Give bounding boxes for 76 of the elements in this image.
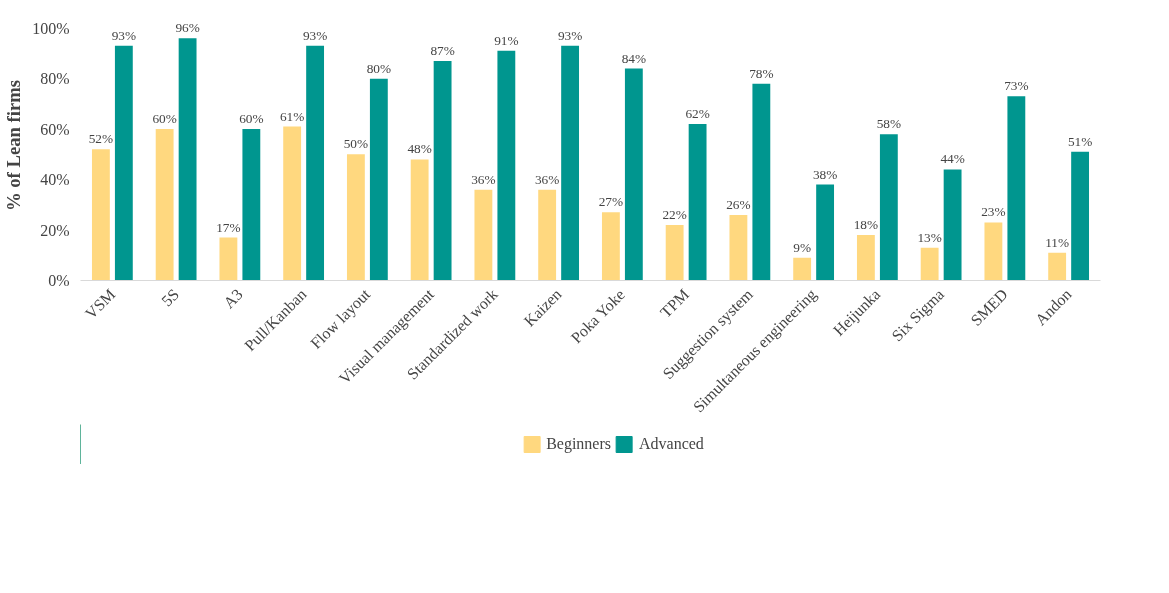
bar — [433, 60, 452, 281]
bar — [497, 50, 516, 281]
bar — [561, 45, 580, 281]
data-label: 27% — [598, 194, 624, 210]
bar — [114, 45, 133, 281]
bar — [729, 214, 748, 281]
data-label: 87% — [430, 42, 455, 58]
bar — [474, 189, 493, 281]
y-tick-label: 80% — [40, 70, 70, 88]
bar — [1007, 96, 1026, 281]
data-label: 78% — [749, 65, 774, 81]
bar — [943, 169, 962, 281]
data-label: 60% — [239, 111, 264, 127]
bar — [793, 257, 812, 281]
data-label: 44% — [940, 151, 965, 167]
data-label: 93% — [302, 27, 328, 43]
bar — [346, 154, 365, 281]
data-label: 52% — [88, 131, 114, 147]
data-label: 18% — [853, 217, 879, 233]
data-label: 36% — [471, 171, 496, 187]
data-label: 93% — [557, 27, 583, 43]
bar — [688, 124, 707, 281]
y-axis-title: % of Lean firms — [3, 79, 25, 212]
bar — [283, 126, 302, 281]
data-label: 36% — [534, 171, 560, 187]
bar — [178, 38, 197, 281]
bar — [91, 149, 110, 281]
data-label: 84% — [621, 50, 647, 66]
y-tick-label: 20% — [40, 221, 70, 239]
bar — [306, 45, 325, 281]
x-tick-label: A3 — [220, 285, 246, 312]
data-label: 80% — [366, 60, 392, 76]
data-label: 50% — [343, 136, 369, 152]
data-label: 9% — [793, 239, 812, 255]
bar — [624, 68, 643, 281]
data-label: 62% — [685, 106, 710, 122]
y-tick-label: 0% — [48, 272, 70, 289]
data-label: 58% — [876, 116, 902, 132]
x-tick-label: 5S — [158, 285, 183, 310]
data-label: 91% — [494, 32, 519, 48]
data-label: 23% — [981, 204, 1006, 220]
data-label: 61% — [279, 108, 305, 124]
bar — [242, 129, 261, 281]
legend-label: Beginners — [546, 435, 612, 453]
data-label: 93% — [111, 27, 137, 43]
data-label: 60% — [152, 111, 177, 127]
y-tick-label: 60% — [40, 120, 70, 138]
bar — [369, 78, 388, 281]
bar — [601, 212, 620, 281]
legend-label: Advanced — [639, 435, 704, 453]
bar — [219, 237, 238, 281]
bar — [538, 189, 557, 281]
data-label: 38% — [812, 166, 838, 182]
x-tick-label: Poka Yoke — [567, 285, 628, 347]
data-label: 73% — [1004, 78, 1029, 94]
bar — [816, 184, 835, 281]
data-label: 13% — [917, 229, 942, 245]
data-label: 48% — [407, 141, 432, 157]
bar — [155, 129, 174, 281]
bar — [984, 222, 1003, 281]
bar — [752, 83, 771, 281]
data-label: 51% — [1067, 133, 1093, 149]
bar — [1071, 151, 1090, 281]
bar — [1048, 252, 1067, 281]
data-label: 22% — [662, 206, 687, 222]
bar — [410, 159, 429, 281]
bar — [879, 134, 898, 281]
data-label: 11% — [1045, 234, 1070, 250]
data-label: 26% — [726, 196, 751, 212]
bar — [920, 247, 939, 281]
y-tick-label: 100% — [32, 19, 70, 37]
bar — [856, 235, 875, 281]
data-label: 96% — [175, 20, 200, 36]
y-tick-label: 40% — [40, 171, 70, 189]
bar — [665, 224, 684, 281]
data-label: 17% — [216, 219, 241, 235]
